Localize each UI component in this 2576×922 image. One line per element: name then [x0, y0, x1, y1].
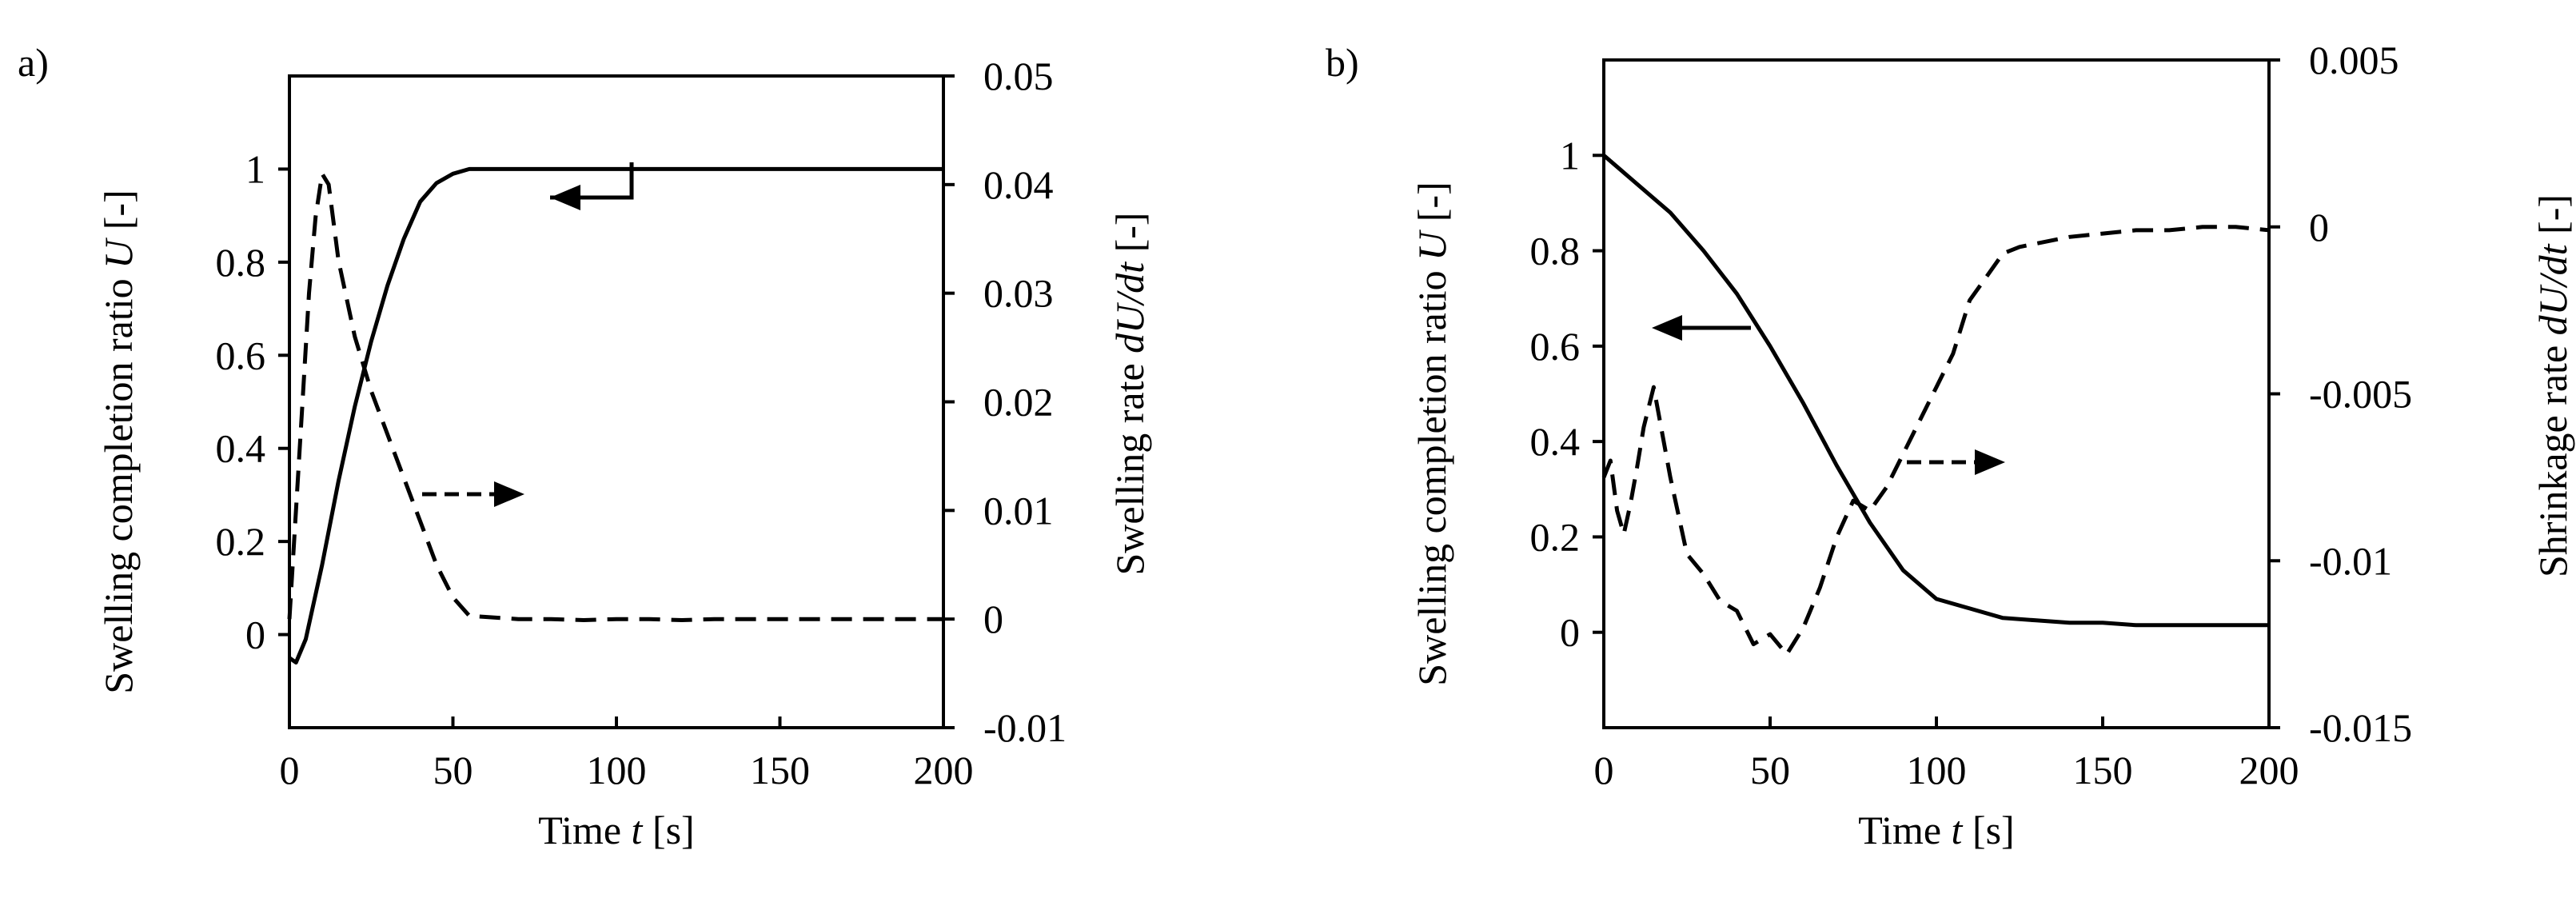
y-left-tick-label: 0.2 [1530, 514, 1581, 559]
y-left-tick-label: 1 [1560, 133, 1580, 178]
plot-frame [288, 74, 945, 729]
y-right-tick-label: -0.01 [2309, 538, 2392, 583]
y-left-axis-title: Swelling completion ratio U [-] [96, 190, 141, 693]
y-right-tick-label: 0.005 [2309, 38, 2399, 82]
y-right-tick-label: 0.04 [983, 162, 1054, 207]
series-line-u [288, 166, 943, 665]
arrowhead-icon [1975, 449, 2005, 475]
y-right-tick-label: -0.015 [2309, 705, 2412, 750]
panel-label: b) [1326, 40, 1359, 85]
y-left-tick-label: 0 [1560, 610, 1580, 655]
series-line-rate [287, 171, 943, 622]
y-left-tick-label: 0.6 [216, 333, 266, 377]
y-left-tick-label: 0 [245, 613, 265, 657]
y-left-tick-label: 0.4 [216, 426, 266, 471]
panel-label: a) [18, 40, 49, 85]
x-tick-label: 150 [750, 748, 810, 792]
x-tick-label: 50 [433, 748, 473, 792]
y-right-tick-label: 0 [2309, 205, 2329, 249]
y-left-tick-label: 0.4 [1530, 419, 1581, 464]
series-line-rate [1601, 225, 2270, 657]
panel-b: b) 0 50 100 150 200 0 0.2 0.4 0.6 0.8 1 -0.015 -0.01 -… [1326, 38, 2575, 852]
plot-frame [1602, 58, 2271, 729]
y-right-tick-label: 0.05 [983, 54, 1054, 98]
x-tick-label: 0 [1594, 748, 1614, 792]
x-tick-label: 100 [587, 748, 647, 792]
y-right-tick-label: 0.01 [983, 488, 1054, 533]
x-tick-label: 200 [914, 748, 974, 792]
x-tick-label: 50 [1750, 748, 1790, 792]
arrowhead-icon [1652, 315, 1682, 341]
y-right-axis-title: Swelling rate dU/dt [-] [1107, 212, 1152, 575]
x-tick-label: 200 [2239, 748, 2299, 792]
y-right-tick-label: 0.02 [983, 380, 1054, 425]
y-left-tick-label: 0.2 [216, 519, 266, 564]
y-left-tick-label: 0.8 [216, 240, 266, 285]
x-tick-label: 150 [2073, 748, 2133, 792]
x-axis-title: Time t [s] [1858, 808, 2014, 852]
arrowhead-icon [494, 481, 524, 507]
x-tick-label: 0 [280, 748, 300, 792]
x-axis-title: Time t [s] [538, 808, 694, 852]
arrowhead-icon [550, 185, 580, 210]
panel-a: a) 0 50 100 150 200 0 0.2 0.4 0.6 0.8 1 -0.01 0 0.01 0.… [18, 40, 1152, 852]
y-right-tick-label: 0.03 [983, 271, 1054, 316]
y-right-tick-label: 0 [983, 597, 1003, 641]
y-left-axis-title: Swelling completion ratio U [-] [1410, 182, 1454, 685]
y-right-tick-label: -0.01 [983, 705, 1067, 750]
y-right-tick-label: -0.005 [2309, 372, 2412, 417]
y-left-tick-label: 0.6 [1530, 324, 1581, 369]
x-tick-label: 100 [1907, 748, 1967, 792]
y-right-axis-title: Shrinkage rate dU/dt [-] [2530, 194, 2575, 577]
series-line-u [1602, 154, 2269, 628]
y-left-tick-label: 1 [245, 146, 265, 191]
y-left-tick-label: 0.8 [1530, 229, 1581, 273]
